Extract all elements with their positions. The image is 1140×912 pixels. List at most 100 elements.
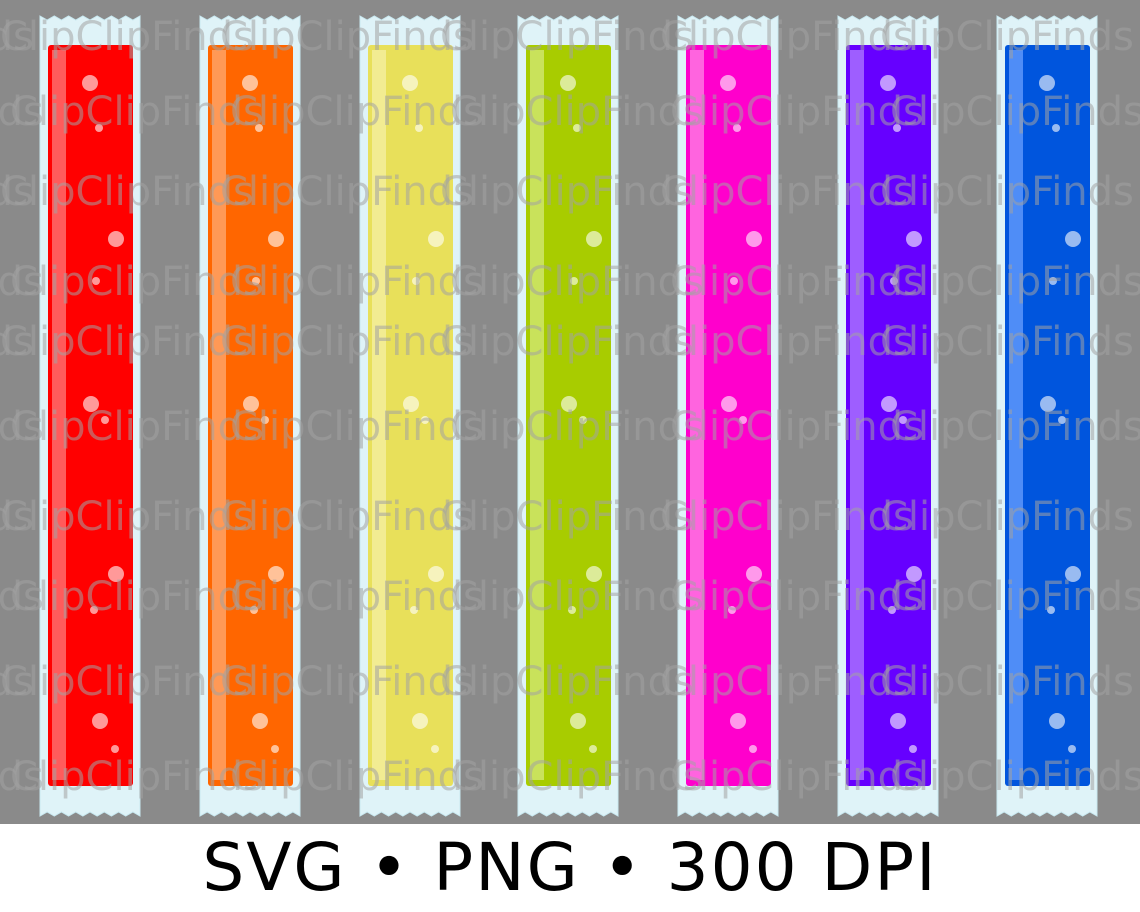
bubble: [95, 124, 103, 132]
bubble: [252, 713, 268, 729]
watermark: ClipClipFinds: [880, 494, 1134, 540]
bubble: [579, 416, 587, 424]
highlight: [850, 50, 864, 780]
watermark: ClipClipFinds: [670, 404, 924, 450]
watermark: ClipClipFinds: [890, 259, 1140, 305]
bubble: [242, 75, 258, 91]
watermark: ClipClipFinds: [450, 754, 704, 800]
bubble: [586, 231, 602, 247]
bubble: [108, 231, 124, 247]
watermark: ClipClipFinds: [660, 14, 914, 60]
bubble: [431, 745, 439, 753]
highlight: [372, 50, 386, 780]
bubble: [402, 75, 418, 91]
watermark: ClipClipFinds: [440, 659, 694, 705]
watermark: ClipClipFinds: [0, 574, 44, 620]
bubble: [261, 416, 269, 424]
bubble: [733, 124, 741, 132]
bubble: [888, 606, 896, 614]
bubble: [101, 416, 109, 424]
juice: [208, 45, 293, 786]
watermark: ClipClipFinds: [0, 404, 44, 450]
bubble: [589, 745, 597, 753]
watermark: ClipClipFinds: [890, 404, 1140, 450]
bubble: [1058, 416, 1066, 424]
watermark: ClipClipFinds: [670, 574, 924, 620]
bubble: [82, 75, 98, 91]
watermark: ClipClipFinds: [10, 89, 264, 135]
watermark: ClipClipFinds: [450, 89, 704, 135]
bubble: [92, 277, 100, 285]
bubble: [428, 566, 444, 582]
watermark: ClipClipFinds: [440, 494, 694, 540]
watermark: ClipClipFinds: [230, 89, 484, 135]
ice-pop: [517, 15, 619, 817]
bubble: [428, 231, 444, 247]
watermark: ClipClipFinds: [0, 169, 34, 215]
bubble: [415, 124, 423, 132]
bubble: [906, 566, 922, 582]
ice-pop: [359, 15, 461, 817]
ice-pops: [39, 15, 1098, 817]
bubble: [573, 124, 581, 132]
bubble: [890, 277, 898, 285]
watermark: ClipClipFinds: [0, 659, 254, 705]
bubble: [561, 396, 577, 412]
bubble: [570, 277, 578, 285]
juice: [526, 45, 611, 786]
watermark: ClipClipFinds: [0, 494, 254, 540]
watermark: ClipClipFinds: [890, 754, 1140, 800]
highlight: [52, 50, 66, 780]
bubble: [721, 396, 737, 412]
bubble: [739, 416, 747, 424]
bubble: [1049, 277, 1057, 285]
watermark: ClipClipFinds: [450, 259, 704, 305]
juice: [686, 45, 771, 786]
bubble: [560, 75, 576, 91]
watermark: ClipClipFinds: [10, 404, 264, 450]
watermark: ClipClipFinds: [890, 89, 1140, 135]
watermark: ClipClipFinds: [670, 89, 924, 135]
juice: [1005, 45, 1090, 786]
ice-pop: [199, 15, 301, 817]
watermark: ClipClipFinds: [450, 404, 704, 450]
bubble: [410, 606, 418, 614]
bubble: [890, 713, 906, 729]
bubble: [90, 606, 98, 614]
watermark: ClipClipFinds: [10, 574, 264, 620]
watermark: ClipClipFinds: [660, 319, 914, 365]
juice: [846, 45, 931, 786]
watermark: ClipClipFinds: [0, 259, 44, 305]
bubble: [255, 124, 263, 132]
watermark: ClipClipFinds: [880, 169, 1134, 215]
bubble: [421, 416, 429, 424]
watermark: ClipClipFinds: [0, 754, 44, 800]
bubble: [570, 713, 586, 729]
caption: SVG • PNG • 300 DPI: [202, 829, 937, 906]
watermark: ClipClipFinds: [0, 319, 254, 365]
watermark: ClipClipFinds: [10, 754, 264, 800]
watermark: ClipClipFinds: [10, 259, 264, 305]
bubble: [1049, 713, 1065, 729]
watermark: ClipClipFinds: [670, 754, 924, 800]
watermarks: ClipClipFindsClipClipFindsClipClipFindsC…: [0, 14, 1140, 800]
bubble: [403, 396, 419, 412]
bubble: [586, 566, 602, 582]
juice: [368, 45, 453, 786]
bubble: [1039, 75, 1055, 91]
bubble: [728, 606, 736, 614]
bubble: [1068, 745, 1076, 753]
watermark: ClipClipFinds: [0, 169, 254, 215]
highlight: [212, 50, 226, 780]
watermark: ClipClipFinds: [440, 319, 694, 365]
bubble: [906, 231, 922, 247]
bubble: [1040, 396, 1056, 412]
watermark: ClipClipFinds: [0, 89, 44, 135]
bubble: [250, 606, 258, 614]
watermark: ClipClipFinds: [220, 659, 474, 705]
watermark: ClipClipFinds: [660, 659, 914, 705]
watermark: ClipClipFinds: [220, 14, 474, 60]
watermark: ClipClipFinds: [230, 754, 484, 800]
watermark: ClipClipFinds: [230, 574, 484, 620]
bubble: [1052, 124, 1060, 132]
